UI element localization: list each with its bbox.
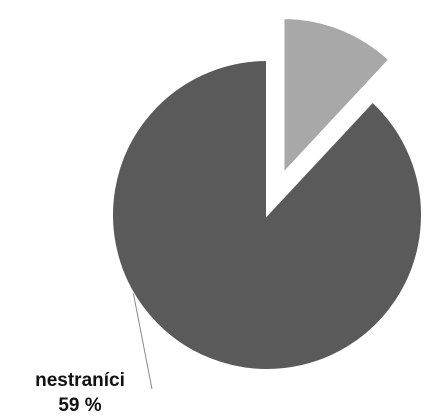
leader-line bbox=[132, 293, 153, 390]
slice-label: nestraníci bbox=[35, 370, 125, 391]
labels: nestraníci 59 % bbox=[35, 293, 153, 416]
slice-value-label: 59 % bbox=[58, 395, 101, 416]
pie bbox=[111, 17, 423, 371]
pie-slice bbox=[111, 58, 423, 371]
pie-slice bbox=[282, 17, 391, 176]
